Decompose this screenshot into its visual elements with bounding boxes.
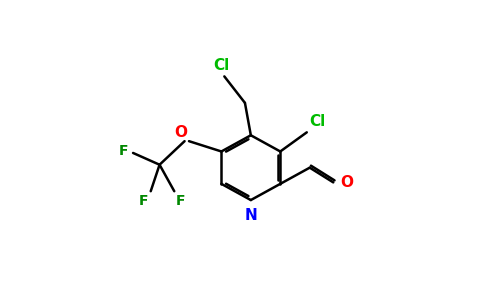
Text: O: O bbox=[175, 125, 187, 140]
Text: F: F bbox=[138, 194, 148, 208]
Text: F: F bbox=[119, 145, 129, 158]
Text: Cl: Cl bbox=[310, 114, 326, 129]
Text: F: F bbox=[176, 194, 185, 208]
Text: N: N bbox=[244, 208, 257, 223]
Text: O: O bbox=[340, 175, 353, 190]
Text: Cl: Cl bbox=[213, 58, 229, 73]
